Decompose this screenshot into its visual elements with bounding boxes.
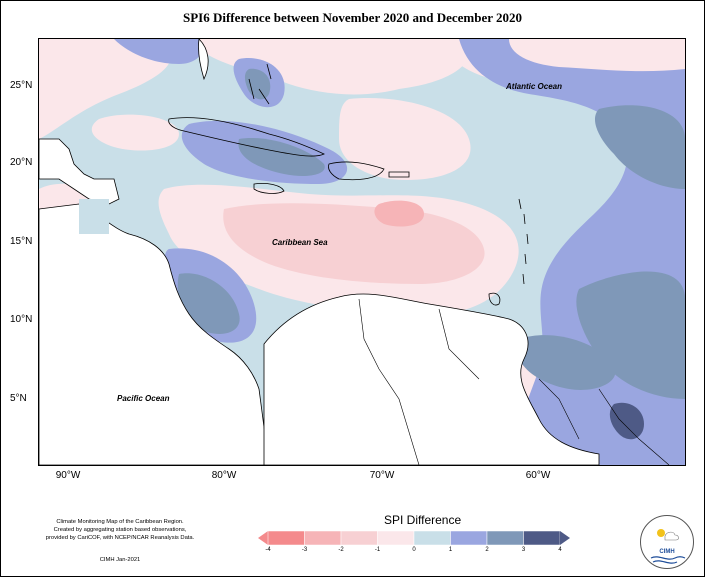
credit-line: Climate Monitoring Map of the Caribbean … [56,519,184,525]
field-neg-nw [39,39,172,139]
field-neg-core [374,200,424,227]
field-neg-caribbean-mid [223,203,485,284]
credit-stamp: CIMH Jan-2021 [99,557,141,563]
legend-tick-label: -1 [374,547,381,553]
legend-title: SPI Difference [384,513,462,527]
country-borders [358,298,670,465]
land-yucatan [39,138,120,205]
legend-cell [377,530,415,546]
legend-cell [486,530,524,546]
legend-tick-label: 3 [521,547,526,553]
islands-bahamas [248,63,272,105]
legend-tick-label: 4 [558,547,562,553]
lon-label: 70°W [369,470,395,481]
field-pos-delta [517,335,616,390]
land-central-america [39,203,270,465]
legend-cell [523,530,561,546]
spi-map: Atlantic Ocean Caribbean Sea Pacific Oce… [39,39,685,465]
field-pos-cuba-core [238,138,325,176]
legend-tick-label: 0 [412,547,416,553]
lon-label: 90°W [55,470,81,481]
legend-cell [267,530,305,546]
land-belize-water [79,199,109,234]
field-pos-nicaragua-core [177,273,240,334]
field-neg-ne-edge [509,39,685,72]
land-south-america [263,293,600,465]
field-neg-gulf [91,114,179,151]
legend-cell [450,530,488,546]
legend-ticks: -4 -3 -2 -1 0 1 2 3 4 [258,547,568,557]
credit-block: Climate Monitoring Map of the Caribbean … [20,518,220,542]
legend-tick-label: -4 [265,547,271,553]
island-hispaniola [328,161,385,181]
legend-arrow-left [258,531,268,545]
field-pos-atlantic-core-n [594,105,685,189]
islands-lesser-antilles [518,198,529,285]
lat-label: 20°N [10,157,33,168]
legend-arrow-right [560,531,570,545]
label-pacific-ocean: Pacific Ocean [117,394,170,403]
legend-cell [304,530,342,546]
map-panel: Atlantic Ocean Caribbean Sea Pacific Oce… [38,38,686,466]
field-neg-central [339,98,471,180]
label-atlantic-ocean: Atlantic Ocean [505,82,562,91]
legend-cell [340,530,378,546]
lat-label: 10°N [10,314,33,325]
field-neg-north [189,39,471,95]
field-pos-guiana-core [609,402,644,440]
lon-label: 60°W [525,470,551,481]
cimh-logo: CIMH [640,515,694,569]
field-pos-atlantic-core-s [576,271,685,399]
lon-label: 80°W [211,470,237,481]
legend-colorbar [258,530,570,546]
legend-tick-label: 2 [485,547,489,553]
credit-line: Created by aggregating station based obs… [53,527,187,533]
island-jamaica [253,183,285,194]
lat-label: 15°N [10,236,33,247]
logo-text: CIMH [659,549,675,555]
legend-cell [413,530,451,546]
legend-tick-label: -2 [338,547,344,553]
legend-tick-label: -3 [301,547,308,553]
legend-tick-label: 1 [448,547,453,553]
field-pos-bahamas-core [244,68,271,100]
lat-label: 25°N [10,80,33,91]
credit-line: provided by CariCOF, with NCEP/NCAR Rean… [45,535,195,541]
map-title: SPI6 Difference between November 2020 an… [182,10,522,25]
island-trinidad [488,292,501,306]
lat-label: 5°N [10,393,27,404]
island-cuba [168,117,325,157]
label-caribbean-sea: Caribbean Sea [272,238,328,247]
land-florida [198,39,209,81]
sun-cloud-icon [650,529,686,564]
field-pos-top [114,39,203,64]
island-puerto-rico [388,171,410,178]
